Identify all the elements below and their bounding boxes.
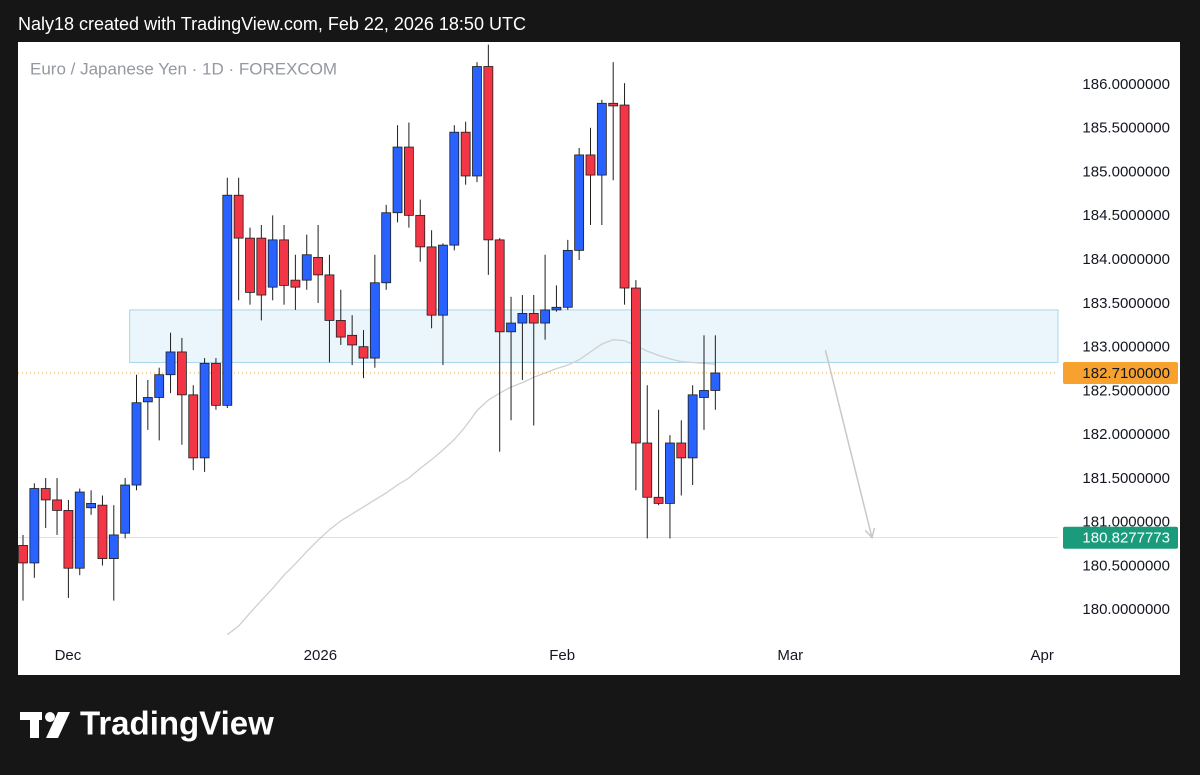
- candle-body: [506, 322, 516, 333]
- candle-body: [211, 362, 221, 406]
- candle-body: [562, 249, 573, 308]
- y-tick-label: 185.5000000: [1082, 120, 1170, 137]
- y-tick-label: 181.0000000: [1082, 514, 1170, 531]
- candle-body: [40, 488, 51, 501]
- logo-icon: [20, 712, 70, 738]
- logo-text: TradingView: [80, 705, 274, 742]
- candle-body: [358, 346, 369, 359]
- candle-body: [460, 131, 471, 177]
- candle-body: [540, 309, 550, 324]
- candle-body: [665, 442, 675, 504]
- zone: [129, 309, 1059, 363]
- candle-body: [290, 279, 301, 288]
- candle-body: [279, 239, 289, 286]
- candle-body: [369, 282, 380, 359]
- candle-body: [131, 402, 142, 486]
- candle-body: [86, 503, 96, 509]
- candle-body: [74, 491, 85, 569]
- candle-body: [619, 104, 630, 289]
- symbol-legend: Euro / Japanese Yen · 1D · FOREXCOM: [30, 59, 337, 78]
- candle-body: [426, 246, 437, 316]
- candle-body: [120, 484, 131, 534]
- candle-body: [188, 394, 199, 459]
- candle-body: [687, 394, 698, 459]
- candle-body: [483, 66, 494, 241]
- candle-body: [653, 496, 664, 504]
- logo-shape: [46, 712, 70, 738]
- header-text: Naly18 created with TradingView.com, Feb…: [18, 14, 526, 34]
- y-tick-label: 183.5000000: [1082, 295, 1170, 312]
- candle-body: [199, 362, 210, 459]
- y-tick-label: 182.0000000: [1082, 426, 1170, 443]
- arrow: [824, 350, 873, 538]
- y-tick-label: 180.0000000: [1082, 601, 1170, 618]
- candle-body: [142, 397, 153, 403]
- candle-body: [403, 146, 414, 216]
- y-tick-label: 186.0000000: [1082, 76, 1170, 93]
- x-tick-label: Dec: [55, 647, 82, 664]
- candle-body: [52, 499, 62, 511]
- y-tick-label: 185.0000000: [1082, 163, 1170, 180]
- price-label-box: [1063, 361, 1178, 384]
- candle-body: [256, 237, 267, 296]
- candle-body: [608, 102, 619, 107]
- candle-body: [222, 194, 233, 406]
- logo-shape: [30, 712, 39, 738]
- candle-body: [676, 442, 687, 459]
- logo-shape: [45, 712, 55, 722]
- price-label: 180.8277773: [1082, 530, 1170, 547]
- y-tick-label: 184.5000000: [1082, 207, 1170, 224]
- candle-body: [267, 239, 278, 288]
- candle-body: [517, 313, 528, 324]
- candle-body: [472, 66, 482, 177]
- candle-body: [97, 504, 108, 559]
- candle-body: [301, 254, 312, 281]
- candle-body: [596, 102, 607, 176]
- price-label-box: [1063, 526, 1178, 549]
- x-tick-label: Apr: [1031, 647, 1054, 664]
- price-label: 182.7100000: [1082, 365, 1170, 382]
- candle-body: [29, 488, 40, 564]
- candle-body: [438, 244, 448, 316]
- candle-body: [551, 306, 562, 311]
- candle-body: [494, 239, 505, 333]
- y-tick-label: 181.5000000: [1082, 470, 1170, 487]
- candle-body: [347, 334, 358, 346]
- candle-body: [165, 351, 176, 376]
- candle-body: [415, 214, 426, 248]
- y-tick-label: 184.0000000: [1082, 251, 1170, 268]
- candle-body: [233, 194, 244, 239]
- candle-body: [574, 154, 585, 251]
- candle-body: [313, 256, 323, 276]
- candle-body: [710, 372, 721, 391]
- x-tick-label: Feb: [549, 647, 575, 664]
- candle-body: [392, 146, 403, 214]
- candle-body: [324, 274, 335, 321]
- candle-body: [335, 320, 346, 338]
- y-tick-label: 183.0000000: [1082, 339, 1170, 356]
- arrow-head: [864, 527, 876, 540]
- candle-body: [245, 237, 255, 293]
- x-tick-label: 2026: [304, 647, 337, 664]
- x-tick-label: Mar: [777, 647, 803, 664]
- candle-body: [449, 131, 460, 246]
- candle-body: [381, 212, 392, 284]
- candle-body: [154, 374, 165, 398]
- y-tick-label: 182.5000000: [1082, 382, 1170, 399]
- candle-body: [642, 442, 653, 498]
- candle-body: [630, 287, 641, 444]
- candle-body: [699, 390, 709, 398]
- candle-body: [63, 510, 74, 569]
- candle-body: [18, 545, 28, 564]
- candle-body: [108, 534, 119, 559]
- y-tick-label: 180.5000000: [1082, 557, 1170, 574]
- candle-body: [176, 351, 187, 396]
- candle-body: [528, 313, 539, 324]
- candle-body: [585, 154, 596, 176]
